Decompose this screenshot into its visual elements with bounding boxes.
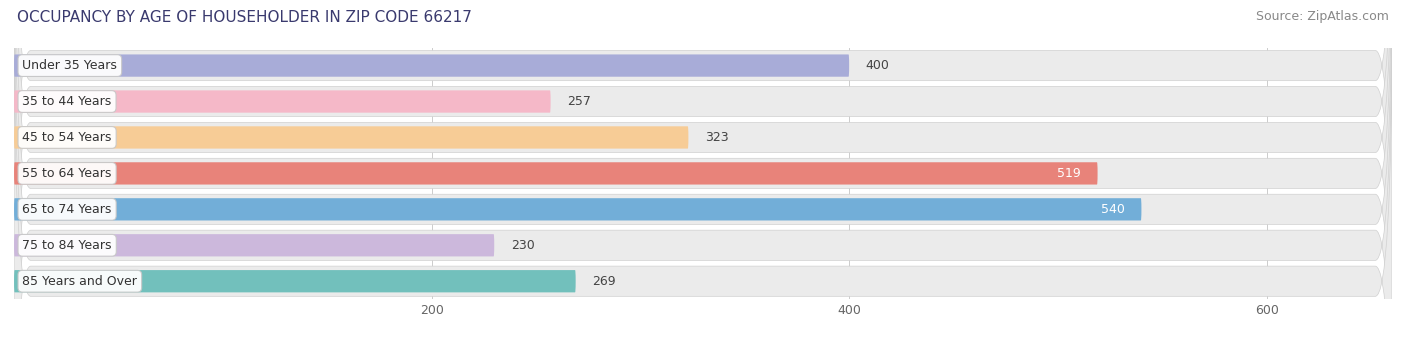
FancyBboxPatch shape — [14, 90, 551, 113]
Text: 65 to 74 Years: 65 to 74 Years — [22, 203, 112, 216]
FancyBboxPatch shape — [14, 0, 1392, 338]
Text: Under 35 Years: Under 35 Years — [22, 59, 117, 72]
Text: 85 Years and Over: 85 Years and Over — [22, 275, 138, 288]
FancyBboxPatch shape — [14, 198, 1142, 220]
FancyBboxPatch shape — [14, 162, 1098, 185]
Text: 45 to 54 Years: 45 to 54 Years — [22, 131, 112, 144]
FancyBboxPatch shape — [14, 126, 689, 149]
FancyBboxPatch shape — [14, 0, 1392, 340]
Text: 75 to 84 Years: 75 to 84 Years — [22, 239, 112, 252]
Text: 400: 400 — [866, 59, 890, 72]
Text: Source: ZipAtlas.com: Source: ZipAtlas.com — [1256, 10, 1389, 23]
FancyBboxPatch shape — [14, 0, 1392, 340]
Text: 257: 257 — [567, 95, 591, 108]
Text: 230: 230 — [510, 239, 534, 252]
FancyBboxPatch shape — [14, 0, 1392, 340]
FancyBboxPatch shape — [14, 234, 495, 256]
Text: 540: 540 — [1101, 203, 1125, 216]
Text: 35 to 44 Years: 35 to 44 Years — [22, 95, 111, 108]
Text: 323: 323 — [704, 131, 728, 144]
Text: OCCUPANCY BY AGE OF HOUSEHOLDER IN ZIP CODE 66217: OCCUPANCY BY AGE OF HOUSEHOLDER IN ZIP C… — [17, 10, 472, 25]
FancyBboxPatch shape — [14, 270, 575, 292]
FancyBboxPatch shape — [14, 9, 1392, 340]
Text: 55 to 64 Years: 55 to 64 Years — [22, 167, 112, 180]
Text: 519: 519 — [1057, 167, 1081, 180]
FancyBboxPatch shape — [14, 0, 1392, 340]
FancyBboxPatch shape — [14, 54, 849, 77]
Text: 269: 269 — [592, 275, 616, 288]
FancyBboxPatch shape — [14, 0, 1392, 340]
